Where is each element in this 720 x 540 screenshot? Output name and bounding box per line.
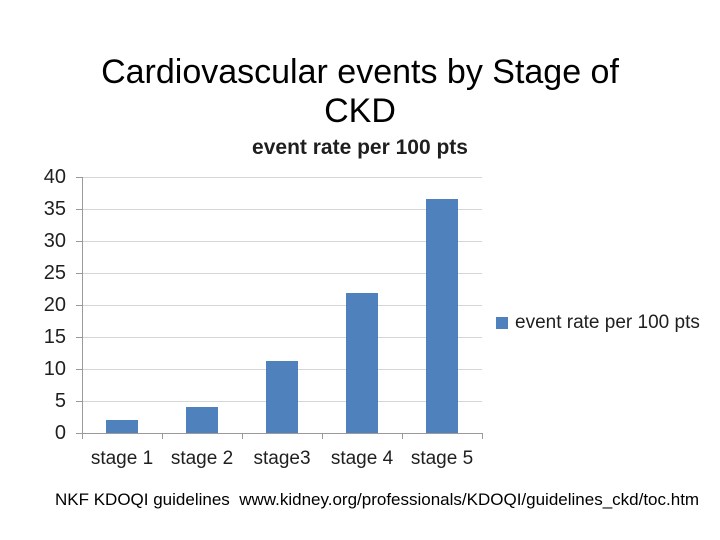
y-tick <box>76 401 82 402</box>
y-tick <box>76 305 82 306</box>
y-axis-label: 35 <box>43 198 66 220</box>
y-axis <box>82 177 83 439</box>
slide-title: Cardiovascular events by Stage of CKD <box>40 53 680 131</box>
x-axis-label: stage 2 <box>170 448 234 469</box>
y-tick <box>76 209 82 210</box>
x-axis-label: stage 4 <box>330 448 394 469</box>
chart-title: event rate per 100 pts <box>252 136 468 159</box>
y-axis-label: 25 <box>43 262 66 284</box>
y-axis-label: 30 <box>43 230 66 252</box>
gridline <box>82 177 482 178</box>
gridline <box>82 337 482 338</box>
bar <box>346 293 378 433</box>
y-tick <box>76 337 82 338</box>
y-axis-label: 40 <box>43 166 66 188</box>
bar <box>266 361 298 433</box>
slide-title-line1: Cardiovascular events by Stage of <box>101 53 619 91</box>
y-axis-label: 10 <box>43 358 66 380</box>
y-tick <box>76 273 82 274</box>
gridline <box>82 273 482 274</box>
y-axis-label: 0 <box>54 422 66 444</box>
bar <box>186 407 218 433</box>
bar <box>426 199 458 433</box>
y-axis-label: 5 <box>54 390 66 412</box>
y-tick <box>76 433 82 434</box>
x-tick <box>322 434 323 439</box>
x-tick <box>82 434 83 439</box>
gridline <box>82 305 482 306</box>
x-tick <box>242 434 243 439</box>
x-axis-label: stage 5 <box>410 448 474 469</box>
x-tick <box>482 434 483 439</box>
legend-swatch-icon <box>496 317 508 329</box>
bar <box>106 420 138 433</box>
y-tick <box>76 369 82 370</box>
legend-label: event rate per 100 pts <box>515 312 700 333</box>
y-axis-label: 15 <box>43 326 66 348</box>
slide-title-line2: CKD <box>324 92 396 130</box>
x-axis-label: stage 1 <box>90 448 154 469</box>
y-axis-label: 20 <box>43 294 66 316</box>
x-axis <box>82 433 483 434</box>
y-tick <box>76 241 82 242</box>
x-axis-label: stage3 <box>253 448 311 469</box>
x-tick <box>402 434 403 439</box>
x-tick <box>162 434 163 439</box>
citation: NKF KDOQI guidelines www.kidney.org/prof… <box>55 490 700 509</box>
legend: event rate per 100 pts <box>496 312 700 334</box>
gridline <box>82 209 482 210</box>
y-tick <box>76 177 82 178</box>
gridline <box>82 241 482 242</box>
